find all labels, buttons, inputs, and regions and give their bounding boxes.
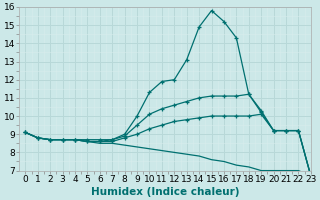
X-axis label: Humidex (Indice chaleur): Humidex (Indice chaleur) — [91, 187, 239, 197]
